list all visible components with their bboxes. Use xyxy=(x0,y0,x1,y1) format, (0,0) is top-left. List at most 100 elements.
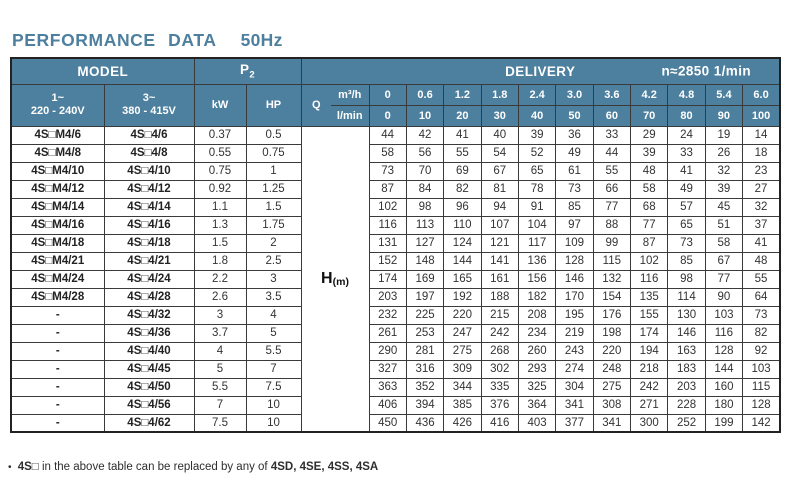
head-value-cell: 42 xyxy=(405,125,445,145)
model-3ph-cell: 4S□4/56 xyxy=(103,395,195,415)
head-value-cell: 45 xyxy=(704,197,744,217)
head-value-cell: 41 xyxy=(667,161,706,181)
head-value-cell: 117 xyxy=(517,233,557,253)
head-value-cell: 274 xyxy=(555,359,594,379)
head-value-cell: 97 xyxy=(555,215,594,235)
model-3ph-cell: 4S□4/28 xyxy=(103,287,195,307)
head-value-cell: 57 xyxy=(667,197,706,217)
flow-m3h-value: 0.6 xyxy=(405,83,445,106)
flow-lmin-value: 100 xyxy=(742,104,781,127)
head-value-cell: 65 xyxy=(667,215,706,235)
head-value-cell: 385 xyxy=(443,395,482,415)
p2-subscript: 2 xyxy=(249,69,256,81)
head-value-cell: 99 xyxy=(592,233,632,253)
head-value-cell: 68 xyxy=(630,197,669,217)
head-value-cell: 52 xyxy=(517,143,557,163)
kw-value-cell: 0.55 xyxy=(193,143,247,163)
head-value-cell: 24 xyxy=(667,125,706,145)
head-value-cell: 376 xyxy=(480,395,519,415)
model-1ph-cell: - xyxy=(10,413,105,433)
head-value-cell: 84 xyxy=(405,179,445,199)
head-value-cell: 113 xyxy=(405,215,445,235)
head-value-cell: 271 xyxy=(630,395,669,415)
head-value-cell: 416 xyxy=(480,413,519,433)
flow-lmin-value: 10 xyxy=(405,104,445,127)
flow-m3h-value: 3.0 xyxy=(555,83,594,106)
head-value-cell: 228 xyxy=(667,395,706,415)
head-value-cell: 146 xyxy=(555,269,594,289)
head-value-cell: 142 xyxy=(742,413,781,433)
head-value-cell: 234 xyxy=(517,323,557,343)
head-value-cell: 66 xyxy=(592,179,632,199)
hp-value-cell: 0.5 xyxy=(245,125,302,145)
head-value-cell: 165 xyxy=(443,269,482,289)
head-value-cell: 188 xyxy=(480,287,519,307)
head-value-cell: 225 xyxy=(405,305,445,325)
head-value-cell: 394 xyxy=(405,395,445,415)
flow-m3h-value: 1.2 xyxy=(443,83,482,106)
head-value-cell: 352 xyxy=(405,377,445,397)
hp-column-header: HP xyxy=(245,83,302,127)
head-value-cell: 275 xyxy=(592,377,632,397)
hp-value-cell: 0.75 xyxy=(245,143,302,163)
kw-value-cell: 5.5 xyxy=(193,377,247,397)
head-value-cell: 33 xyxy=(592,125,632,145)
head-value-cell: 131 xyxy=(368,233,407,253)
head-value-cell: 67 xyxy=(480,161,519,181)
head-value-cell: 54 xyxy=(480,143,519,163)
head-value-cell: 55 xyxy=(592,161,632,181)
head-value-cell: 341 xyxy=(592,413,632,433)
head-value-cell: 23 xyxy=(742,161,781,181)
head-value-cell: 85 xyxy=(555,197,594,217)
head-value-cell: 116 xyxy=(368,215,407,235)
head-value-cell: 363 xyxy=(368,377,407,397)
head-value-cell: 104 xyxy=(517,215,557,235)
head-value-cell: 406 xyxy=(368,395,407,415)
head-value-cell: 203 xyxy=(368,287,407,307)
phase3-label: 3~ xyxy=(142,92,156,104)
head-value-cell: 436 xyxy=(405,413,445,433)
model-1ph-cell: - xyxy=(10,359,105,379)
head-value-cell: 203 xyxy=(667,377,706,397)
head-value-cell: 116 xyxy=(704,323,744,343)
head-value-cell: 39 xyxy=(704,179,744,199)
hp-value-cell: 2 xyxy=(245,233,302,253)
head-value-cell: 130 xyxy=(667,305,706,325)
head-value-cell: 67 xyxy=(704,251,744,271)
head-value-cell: 107 xyxy=(480,215,519,235)
head-value-cell: 128 xyxy=(704,341,744,361)
table-header-row-units-lmin: l/min 0 10 20 30 40 50 60 70 80 90 100 xyxy=(11,104,781,127)
head-value-cell: 192 xyxy=(443,287,482,307)
table-row: 4S□M4/6 4S□4/6 0.37 0.5 H(m) 44 42 41 40 39 36 33 29… xyxy=(10,125,781,433)
model-1ph-cell: 4S□M4/28 xyxy=(10,287,105,307)
model-3ph-cell: 4S□4/62 xyxy=(103,413,195,433)
hp-value-cell: 1.5 xyxy=(245,197,302,217)
head-value-cell: 58 xyxy=(630,179,669,199)
head-value-cell: 27 xyxy=(742,179,781,199)
hp-value-cell: 1.75 xyxy=(245,215,302,235)
head-value-cell: 316 xyxy=(405,359,445,379)
model-1ph-cell: - xyxy=(10,341,105,361)
head-value-cell: 152 xyxy=(368,251,407,271)
unit-m3h-label: m³/h xyxy=(331,83,370,106)
single-phase-column-header: 1~ 220 - 240V xyxy=(10,83,105,127)
head-value-cell: 19 xyxy=(704,125,744,145)
head-label-unit: (m) xyxy=(332,275,349,288)
head-value-cell: 163 xyxy=(667,341,706,361)
head-value-cell: 88 xyxy=(592,215,632,235)
head-value-cell: 252 xyxy=(667,413,706,433)
flow-lmin-value: 90 xyxy=(704,104,744,127)
head-value-cell: 102 xyxy=(630,251,669,271)
model-1ph-cell: 4S□M4/24 xyxy=(10,269,105,289)
head-value-cell: 128 xyxy=(742,395,781,415)
head-value-cell: 127 xyxy=(405,233,445,253)
head-value-cell: 41 xyxy=(443,125,482,145)
head-value-cell: 56 xyxy=(405,143,445,163)
head-value-cell: 26 xyxy=(704,143,744,163)
title-frequency: 50Hz xyxy=(240,30,283,50)
hp-value-cell: 5 xyxy=(245,323,302,343)
head-value-cell: 308 xyxy=(592,395,632,415)
head-value-cell: 260 xyxy=(517,341,557,361)
head-value-cell: 41 xyxy=(742,233,781,253)
